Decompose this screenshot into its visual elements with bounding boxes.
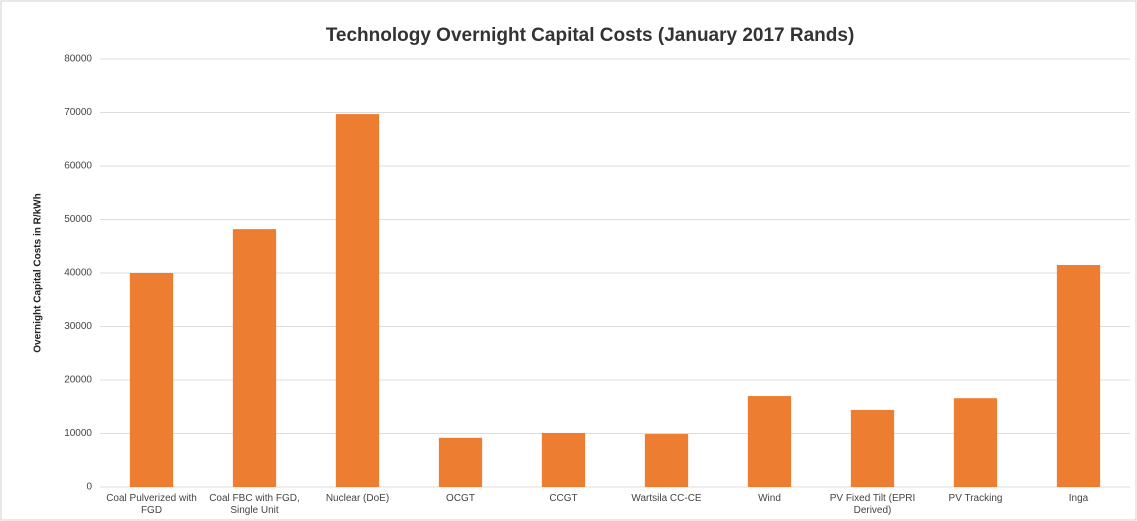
chart-title: Technology Overnight Capital Costs (Janu… [326, 25, 855, 46]
bar [953, 398, 998, 487]
y-tick-label: 50000 [64, 214, 92, 225]
bar [644, 434, 689, 487]
bar [232, 229, 277, 487]
bar [1056, 264, 1101, 487]
y-tick-label: 70000 [64, 107, 92, 118]
y-tick-label: 10000 [64, 428, 92, 439]
x-tick-label: CCGT [549, 493, 578, 504]
bar [541, 432, 586, 487]
x-tick-label: Wartsila CC-CE [631, 493, 702, 504]
x-tick-label: PV Tracking [948, 493, 1003, 504]
y-tick-label: 20000 [64, 375, 92, 386]
bar [850, 409, 895, 487]
x-tick-label: Nuclear (DoE) [325, 493, 390, 504]
bar [129, 273, 174, 487]
x-tick-label: OCGT [446, 493, 475, 504]
y-tick-label: 0 [86, 482, 92, 493]
bar [335, 114, 380, 487]
y-tick-label: 80000 [64, 54, 92, 65]
x-tick-label: Inga [1068, 493, 1089, 504]
y-tick-label: 40000 [64, 268, 92, 279]
y-axis-title: Overnight Capital Costs in R/kWh [33, 193, 44, 352]
y-tick-label: 60000 [64, 161, 92, 172]
y-tick-label: 30000 [64, 321, 92, 332]
x-tick-label: Wind [758, 493, 781, 504]
x-tick-label: Coal Pulverized with FGD [106, 493, 197, 516]
bar [747, 396, 792, 487]
bar [438, 437, 483, 487]
x-tick-label: Coal FBC with FGD, Single Unit [209, 493, 300, 516]
x-tick-label: PV Fixed Tilt (EPRI Derived) [829, 493, 916, 516]
